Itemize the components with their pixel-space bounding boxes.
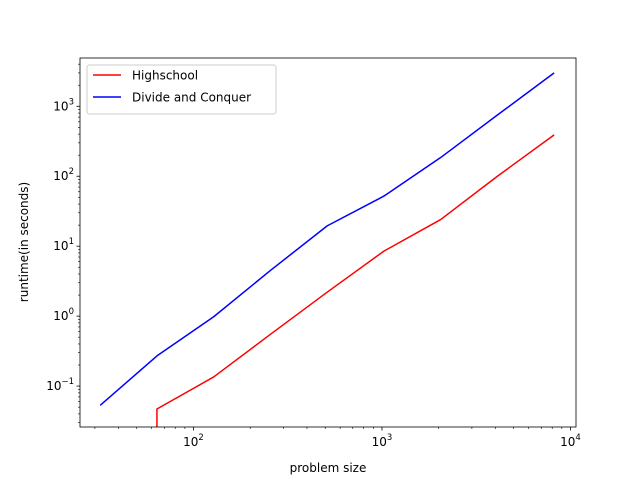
y-tick-label: 101 — [53, 237, 74, 253]
plot-area — [80, 58, 576, 427]
legend-label-highschool: Highschool — [132, 69, 198, 83]
y-axis-ticks: 10−1 100 101 102 103 — [46, 97, 80, 393]
series-layer — [99, 72, 555, 427]
y-tick-label: 103 — [53, 97, 74, 113]
plot-frame — [79, 57, 577, 428]
legend-box — [86, 64, 277, 115]
y-tick-label: 10−1 — [46, 377, 74, 393]
legend-label-divide-and-conquer: Divide and Conquer — [132, 91, 251, 105]
x-tick-label: 103 — [372, 433, 393, 449]
legend: Highschool Divide and Conquer — [86, 64, 277, 115]
x-tick-label: 102 — [183, 433, 204, 449]
x-axis-ticks: 102 103 104 — [183, 427, 581, 449]
series-line-divide-and-conquer — [99, 72, 555, 406]
y-axis-label: runtime(in seconds) — [17, 182, 31, 302]
y-tick-label: 102 — [53, 167, 74, 183]
y-tick-label: 100 — [53, 307, 74, 323]
series-line-highschool — [156, 134, 555, 427]
x-tick-label: 104 — [560, 433, 581, 449]
x-axis-label: problem size — [290, 461, 367, 475]
